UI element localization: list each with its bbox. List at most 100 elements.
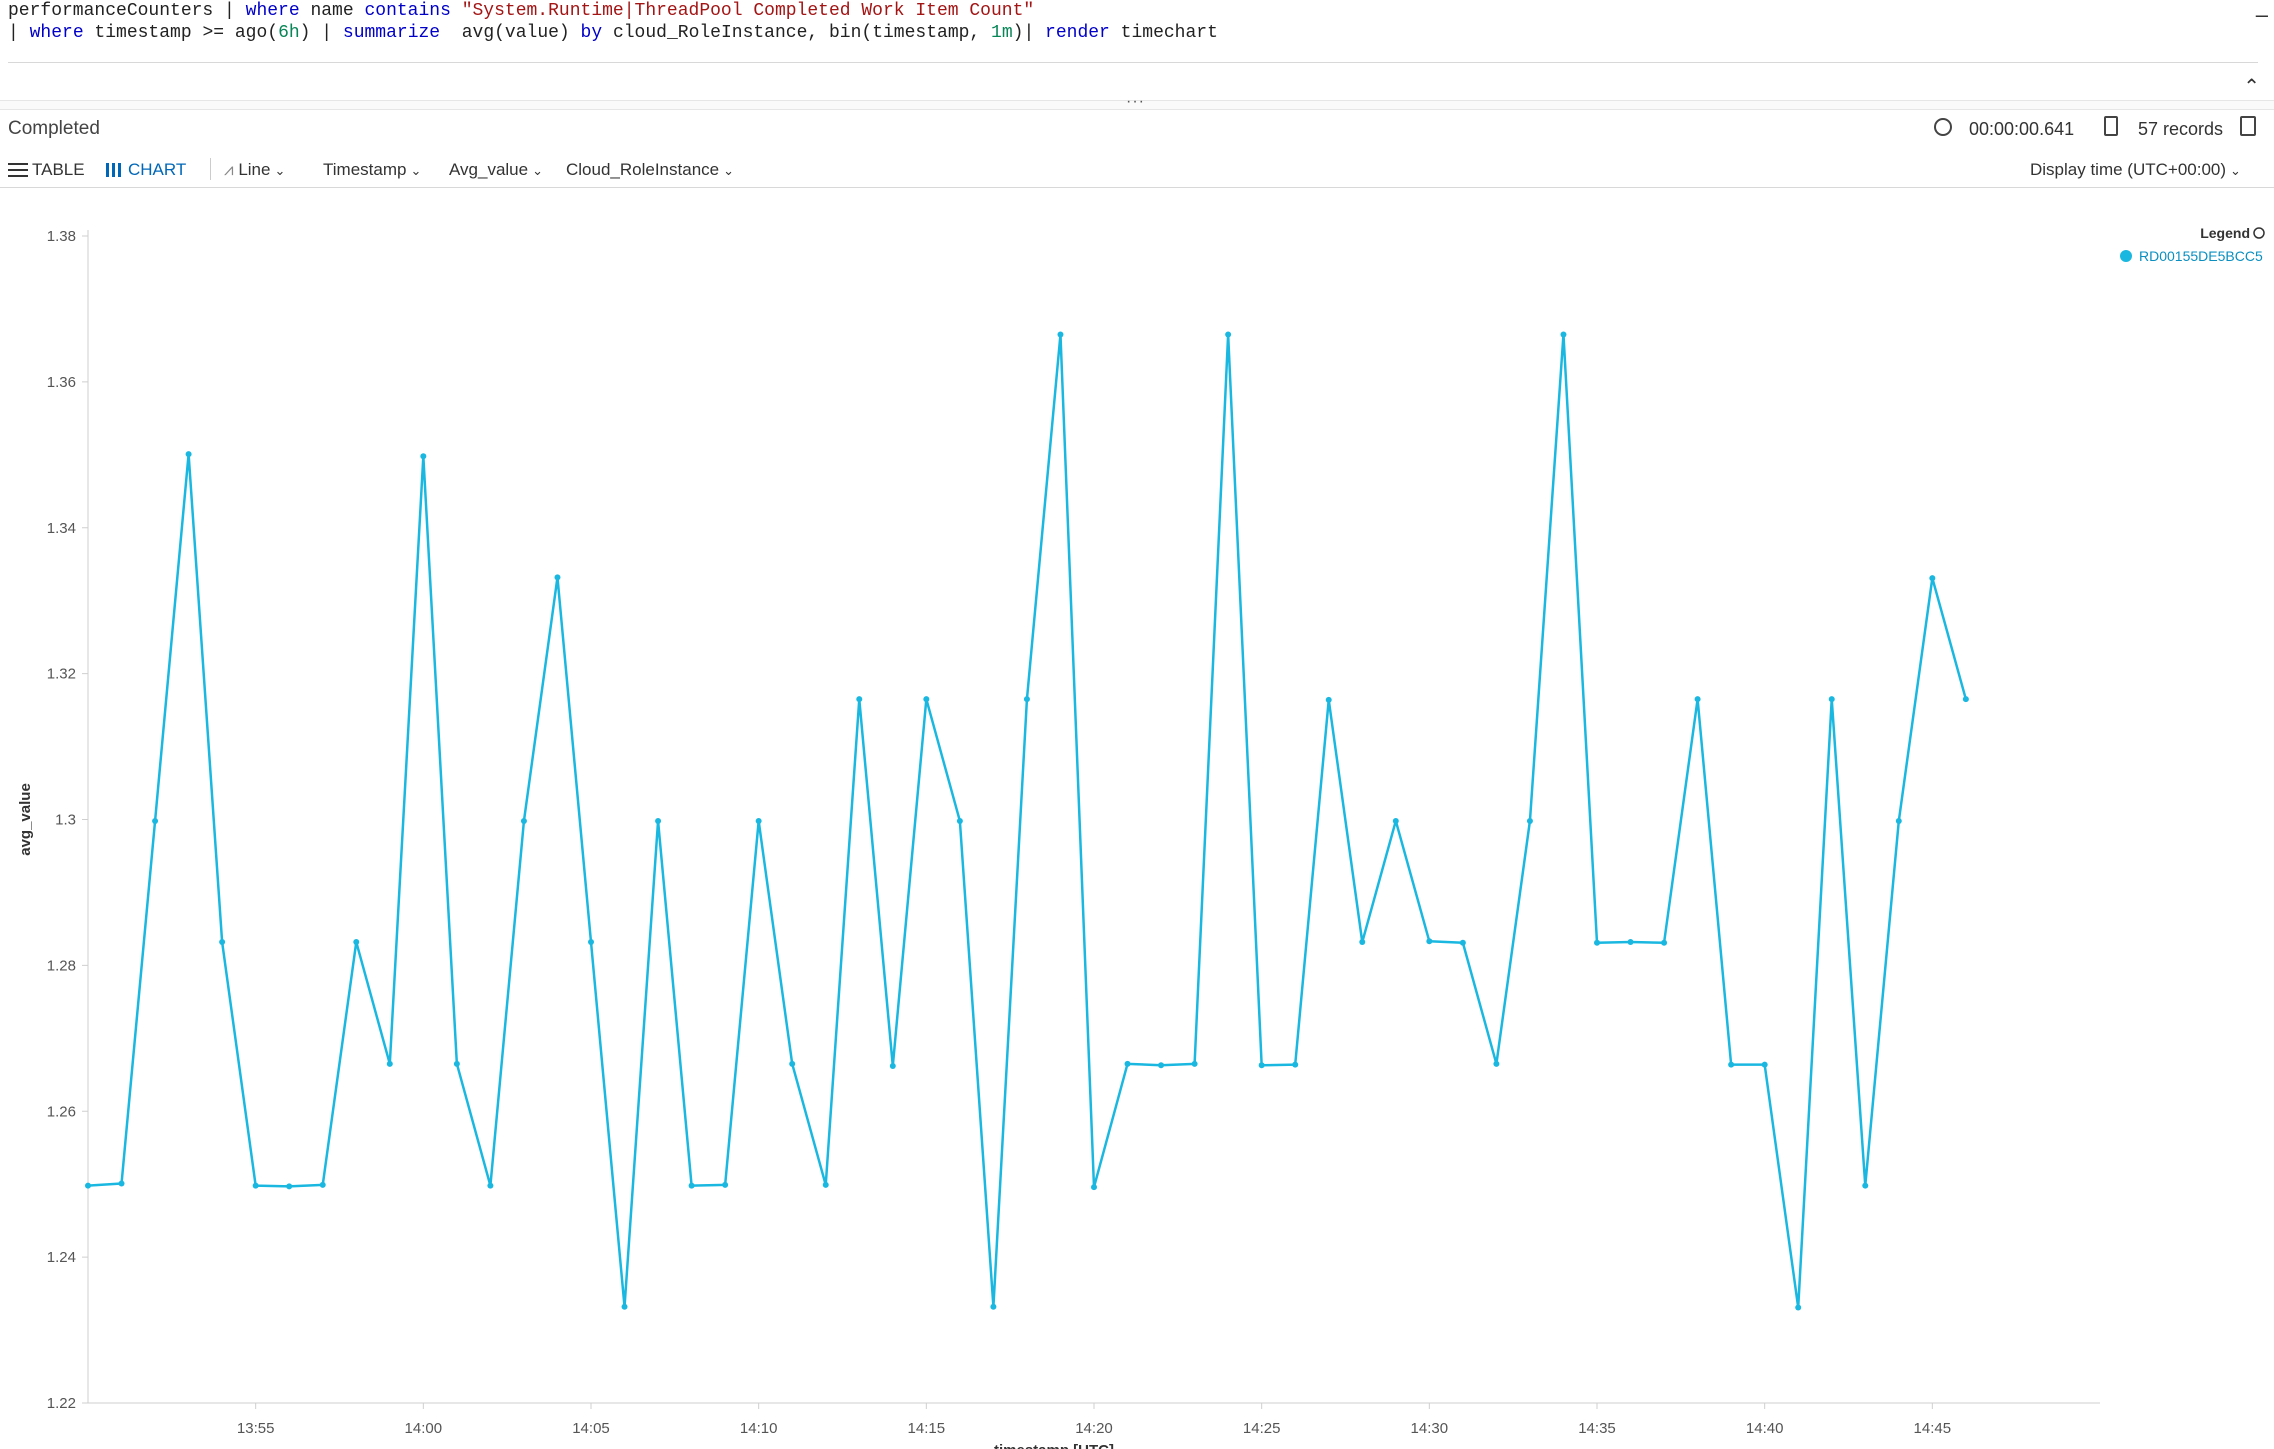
collapse-up-icon[interactable]: ⌃	[2243, 76, 2260, 98]
chart-type-dropdown[interactable]: ⩘ Line ⌄	[224, 160, 285, 180]
data-point[interactable]	[1091, 1184, 1097, 1191]
data-point[interactable]	[1795, 1304, 1802, 1311]
data-point[interactable]	[722, 1181, 729, 1188]
minimize-icon[interactable]: –	[2255, 2, 2268, 27]
legend-marker	[2120, 250, 2132, 262]
x-tick-label: 14:40	[1746, 1420, 1784, 1437]
chart-tab[interactable]: CHART	[106, 160, 186, 180]
data-point[interactable]	[1426, 938, 1433, 945]
query-line-2-token: where	[29, 23, 84, 43]
data-point[interactable]	[1761, 1061, 1768, 1068]
legend-entry[interactable]: RD00155DE5BCC5	[2139, 248, 2263, 264]
data-point[interactable]	[1359, 939, 1366, 946]
data-point[interactable]	[1325, 696, 1332, 703]
data-point[interactable]	[923, 696, 930, 703]
y-tick-label: 1.3	[55, 812, 76, 829]
data-point[interactable]	[1191, 1060, 1198, 1067]
data-point[interactable]	[1594, 939, 1600, 946]
data-point[interactable]	[822, 1181, 829, 1188]
query-line-2-token: timestamp >= ago(	[83, 23, 279, 43]
data-point[interactable]	[286, 1183, 293, 1190]
bar-chart-icon	[106, 163, 124, 177]
data-point[interactable]	[1057, 331, 1064, 338]
chart-axes: 1.22 1.24 1.26 1.28 1.3 1.32 1.34 1.36 1.38 13:55…	[17, 228, 2100, 1449]
pane-splitter[interactable]	[0, 100, 2274, 110]
chevron-down-icon: ⌄	[410, 163, 422, 178]
data-point[interactable]	[889, 1063, 896, 1070]
data-point[interactable]	[219, 939, 226, 946]
data-point[interactable]	[1895, 817, 1902, 824]
x-column-label: Timestamp	[323, 160, 407, 179]
data-point[interactable]	[1560, 331, 1567, 338]
data-point[interactable]	[185, 451, 192, 458]
data-point[interactable]	[1627, 939, 1634, 946]
data-point[interactable]	[856, 696, 863, 703]
copy-icon[interactable]	[2240, 116, 2256, 136]
data-point[interactable]	[1828, 696, 1835, 703]
data-point[interactable]	[1661, 939, 1668, 946]
data-point[interactable]	[1728, 1061, 1735, 1068]
data-point[interactable]	[1694, 696, 1701, 703]
chart-tab-label: CHART	[128, 160, 187, 179]
data-point[interactable]	[487, 1182, 494, 1189]
data-point[interactable]	[1526, 817, 1533, 824]
y-column-dropdown[interactable]: Avg_value ⌄	[449, 160, 543, 180]
split-column-dropdown[interactable]: Cloud_RoleInstance ⌄	[566, 160, 734, 180]
data-point[interactable]	[990, 1303, 997, 1310]
x-axis-label: timestamp [UTC]	[994, 1442, 1114, 1449]
data-point[interactable]	[1158, 1062, 1165, 1069]
data-point[interactable]	[1292, 1061, 1299, 1068]
legend-title: Legend	[2200, 225, 2250, 241]
query-line-2-token: 1m	[991, 23, 1013, 43]
data-point[interactable]	[688, 1182, 695, 1189]
legend-toggle-icon[interactable]	[2253, 227, 2265, 239]
toolbar-border	[0, 187, 2274, 188]
data-point[interactable]	[655, 817, 662, 824]
query-line-2-token: )|	[1012, 23, 1046, 43]
x-tick-label: 14:25	[1243, 1420, 1281, 1437]
series-line	[87, 333, 1968, 1309]
data-point[interactable]	[1862, 1182, 1869, 1189]
data-point[interactable]	[621, 1303, 628, 1310]
query-line-1-token: contains	[364, 1, 451, 21]
data-point[interactable]	[386, 1060, 393, 1067]
data-point[interactable]	[789, 1060, 796, 1067]
x-column-dropdown[interactable]: Timestamp ⌄	[323, 160, 421, 180]
y-tick-label: 1.36	[47, 374, 76, 391]
data-point[interactable]	[1225, 331, 1232, 338]
data-point[interactable]	[1459, 939, 1466, 946]
table-tab[interactable]: TABLE	[8, 160, 85, 180]
data-point[interactable]	[353, 939, 360, 946]
data-point[interactable]	[252, 1182, 259, 1189]
data-point[interactable]	[319, 1181, 326, 1188]
data-point[interactable]	[588, 939, 594, 946]
query-line-2[interactable]: | where timestamp >= ago(6h) | summarize…	[8, 22, 1218, 44]
data-point[interactable]	[755, 817, 762, 824]
display-time-dropdown[interactable]: Display time (UTC+00:00) ⌄	[2030, 160, 2241, 180]
data-point[interactable]	[520, 817, 527, 824]
x-tick-label: 14:15	[908, 1420, 946, 1437]
data-point[interactable]	[420, 453, 427, 460]
data-point[interactable]	[152, 817, 159, 824]
data-point[interactable]	[1962, 696, 1969, 703]
query-line-2-token: by	[580, 23, 603, 43]
chevron-down-icon: ⌄	[723, 163, 735, 178]
data-point[interactable]	[1023, 696, 1030, 703]
query-editor[interactable]: performanceCounters | where name contain…	[0, 0, 2274, 62]
y-tick-label: 1.32	[47, 666, 76, 683]
split-column-label: Cloud_RoleInstance	[566, 160, 720, 179]
data-point[interactable]	[1493, 1060, 1500, 1067]
data-point[interactable]	[453, 1060, 460, 1067]
data-point[interactable]	[1929, 575, 1936, 582]
data-point[interactable]	[118, 1180, 125, 1187]
chart-legend[interactable]: Legend RD00155DE5BCC5	[2120, 225, 2265, 264]
data-point[interactable]	[1392, 817, 1399, 824]
query-line-1[interactable]: performanceCounters | where name contain…	[8, 0, 1034, 22]
splitter-handle-icon[interactable]: ···	[1126, 93, 1145, 110]
data-point[interactable]	[1258, 1062, 1265, 1069]
data-point[interactable]	[956, 817, 963, 824]
data-point[interactable]	[1124, 1060, 1131, 1067]
data-point[interactable]	[554, 574, 561, 581]
data-point[interactable]	[85, 1182, 91, 1189]
y-tick-label: 1.34	[47, 520, 76, 537]
